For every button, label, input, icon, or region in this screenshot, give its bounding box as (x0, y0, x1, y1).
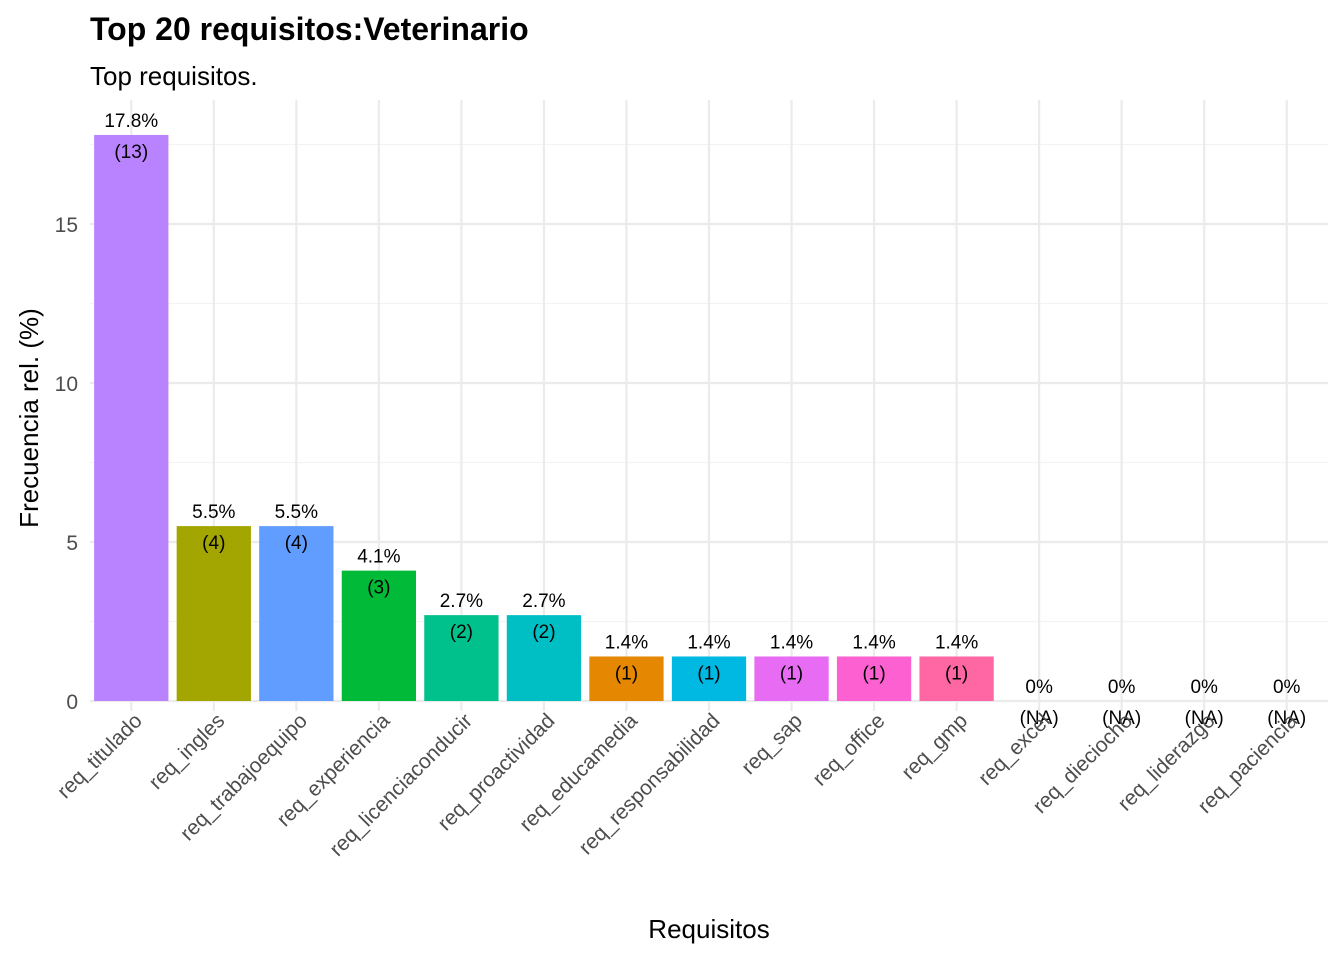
bar-count-label: (NA) (1020, 708, 1059, 729)
x-axis-title: Requisitos (648, 914, 769, 944)
bar (919, 656, 994, 701)
bar-count-label: (4) (202, 533, 225, 554)
y-tick-label: 10 (55, 373, 78, 396)
bar-percent-label: 5.5% (192, 502, 235, 523)
x-tick-label: req_sap (737, 709, 807, 779)
bar-count-label: (2) (450, 622, 473, 643)
x-tick-label: req_licenciaconducir (325, 709, 477, 861)
y-tick-label: 0 (66, 691, 78, 714)
bar-count-label: (1) (697, 663, 720, 684)
bar-percent-label: 1.4% (687, 632, 730, 653)
bar-count-label: (4) (285, 533, 308, 554)
bar-percent-label: 2.7% (522, 591, 565, 612)
x-tick-label: req_office (808, 709, 889, 790)
bar-percent-label: 0% (1190, 677, 1218, 698)
bar (176, 526, 251, 701)
bar (754, 656, 829, 701)
bar (671, 656, 747, 701)
bar (259, 526, 334, 701)
x-tick-label: req_titulado (53, 709, 147, 803)
bar (424, 615, 499, 701)
bar-count-label: (3) (367, 578, 390, 599)
bar-labels: 17.8% (13) 5.5% (4) 5.5% (4) 4.1% (3) 2.7% (2) 2.7… (104, 111, 1306, 729)
bar (589, 656, 664, 701)
bar-percent-label: 1.4% (605, 632, 648, 653)
x-axis-ticks: req_tituladoreq_inglesreq_trabajoequipor… (53, 709, 1303, 861)
bar-count-label: (NA) (1185, 708, 1224, 729)
bar-percent-label: 1.4% (852, 632, 895, 653)
bar-count-label: (1) (862, 663, 885, 684)
bar-count-label: (NA) (1102, 708, 1141, 729)
bar (94, 134, 169, 701)
y-tick-label: 5 (66, 532, 78, 555)
bar (836, 656, 912, 701)
bar-percent-label: 2.7% (440, 591, 483, 612)
bar-percent-label: 0% (1108, 677, 1136, 698)
y-tick-label: 15 (55, 214, 78, 237)
y-axis-title: Frecuencia rel. (%) (14, 308, 44, 528)
x-tick-label: req_excel (974, 709, 1055, 790)
x-tick-label: req_responsabilidad (575, 709, 725, 859)
bar-percent-label: 1.4% (770, 632, 813, 653)
bar-count-label: (NA) (1267, 708, 1306, 729)
bar-count-label: (1) (780, 663, 803, 684)
bar-percent-label: 4.1% (357, 547, 400, 568)
chart-subtitle: Top requisitos. (90, 61, 258, 91)
bar-percent-label: 0% (1025, 677, 1053, 698)
bar-count-label: (1) (615, 663, 638, 684)
bar-percent-label: 0% (1273, 677, 1301, 698)
bar-count-label: (2) (532, 622, 555, 643)
chart-title: Top 20 requisitos:Veterinario (90, 11, 529, 47)
bar-percent-label: 17.8% (104, 111, 158, 132)
bar (506, 615, 582, 701)
bars (94, 134, 994, 701)
bar-count-label: (13) (114, 142, 148, 163)
bar-percent-label: 1.4% (935, 632, 978, 653)
x-tick-label: req_gmp (897, 709, 972, 784)
y-axis-ticks: 0 5 10 15 (55, 214, 78, 714)
bar-count-label: (1) (945, 663, 968, 684)
bar (341, 570, 417, 701)
bar-percent-label: 5.5% (275, 502, 318, 523)
x-tick-label: req_ingles (145, 709, 230, 794)
